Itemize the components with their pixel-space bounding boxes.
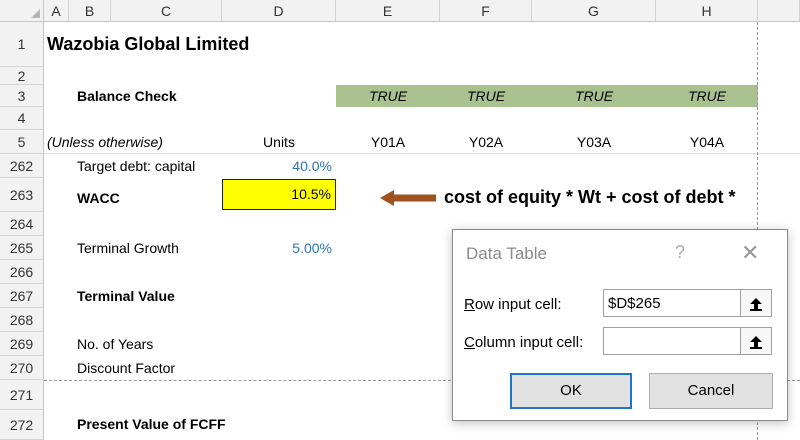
column-header-a[interactable]: A — [44, 0, 69, 22]
balance-check-y04[interactable]: TRUE — [687, 88, 727, 104]
row-header-271[interactable]: 271 — [0, 380, 44, 410]
column-header-e[interactable]: E — [336, 0, 440, 22]
collapse-arrow-icon — [750, 298, 762, 312]
row-header-270[interactable]: 270 — [0, 356, 44, 380]
row-header-272[interactable]: 272 — [0, 410, 44, 440]
row-header-268[interactable]: 268 — [0, 308, 44, 332]
row-header-5[interactable]: 5 — [0, 130, 44, 154]
no-of-years-label[interactable]: No. of Years — [77, 336, 154, 352]
target-debt-value[interactable]: 40.0% — [292, 158, 332, 174]
collapse-arrow-icon — [750, 336, 762, 350]
present-value-fcff-label[interactable]: Present Value of FCFF — [77, 416, 226, 432]
left-arrow-icon — [380, 190, 436, 206]
row-header-2[interactable]: 2 — [0, 67, 44, 85]
row-header-269[interactable]: 269 — [0, 332, 44, 356]
wacc-label[interactable]: WACC — [77, 190, 120, 206]
balance-check-y02[interactable]: TRUE — [466, 88, 506, 104]
row-input-label: Row input cell: — [464, 296, 562, 313]
column-input-label-rest: olumn input cell: — [474, 334, 584, 351]
row-header-3[interactable]: 3 — [0, 85, 44, 107]
column-header-h[interactable]: H — [656, 0, 758, 22]
page-break-horizontal — [44, 380, 800, 381]
gridline — [44, 153, 800, 154]
row-header-264[interactable]: 264 — [0, 212, 44, 236]
year-header-y01a[interactable]: Y01A — [370, 134, 406, 150]
workbook-title[interactable]: Wazobia Global Limited — [47, 34, 250, 54]
dialog-title: Data Table — [466, 244, 547, 263]
discount-factor-label[interactable]: Discount Factor — [77, 360, 176, 376]
balance-check-y03[interactable]: TRUE — [574, 88, 614, 104]
help-icon[interactable]: ? — [675, 242, 686, 262]
select-all-corner[interactable] — [0, 0, 44, 22]
column-input-field[interactable] — [603, 327, 741, 355]
wacc-value-cell[interactable]: 10.5% — [222, 179, 336, 210]
row-header-262[interactable]: 262 — [0, 154, 44, 178]
unless-otherwise-label[interactable]: (Unless otherwise) — [47, 134, 163, 150]
row-header-1[interactable]: 1 — [0, 22, 44, 67]
wacc-formula-note[interactable]: cost of equity * Wt + cost of debt * — [444, 187, 736, 207]
row-header-263[interactable]: 263 — [0, 178, 44, 212]
data-table-dialog: Data Table ? ✕ Row input cell: Column in… — [452, 229, 788, 421]
terminal-growth-label[interactable]: Terminal Growth — [77, 240, 179, 256]
row-header-266[interactable]: 266 — [0, 260, 44, 284]
close-icon[interactable]: ✕ — [741, 240, 760, 265]
row-input-picker-icon[interactable] — [741, 289, 772, 317]
year-header-y03a[interactable]: Y03A — [576, 134, 612, 150]
year-header-y04a[interactable]: Y04A — [689, 134, 725, 150]
terminal-growth-value[interactable]: 5.00% — [292, 240, 332, 256]
column-header-g[interactable]: G — [532, 0, 656, 22]
column-header-c[interactable]: C — [111, 0, 222, 22]
column-input-label: Column input cell: — [464, 334, 584, 351]
balance-check-y01[interactable]: TRUE — [368, 88, 408, 104]
row-header-4[interactable]: 4 — [0, 107, 44, 130]
balance-check-label[interactable]: Balance Check — [77, 88, 177, 104]
balance-check-band — [336, 85, 758, 107]
column-header-d[interactable]: D — [222, 0, 336, 22]
target-debt-label[interactable]: Target debt: capital — [77, 158, 196, 174]
row-input-field[interactable] — [603, 289, 741, 317]
cancel-button[interactable]: Cancel — [649, 373, 773, 409]
row-header-267[interactable]: 267 — [0, 284, 44, 308]
row-header-265[interactable]: 265 — [0, 236, 44, 260]
row-input-label-rest: ow input cell: — [474, 296, 562, 313]
ok-button[interactable]: OK — [510, 373, 632, 409]
column-header-f[interactable]: F — [440, 0, 532, 22]
column-input-picker-icon[interactable] — [741, 327, 772, 355]
year-header-y02a[interactable]: Y02A — [468, 134, 504, 150]
column-header-next[interactable] — [758, 0, 800, 22]
column-header-b[interactable]: B — [69, 0, 111, 22]
units-header[interactable]: Units — [263, 134, 295, 150]
terminal-value-label[interactable]: Terminal Value — [77, 288, 175, 304]
